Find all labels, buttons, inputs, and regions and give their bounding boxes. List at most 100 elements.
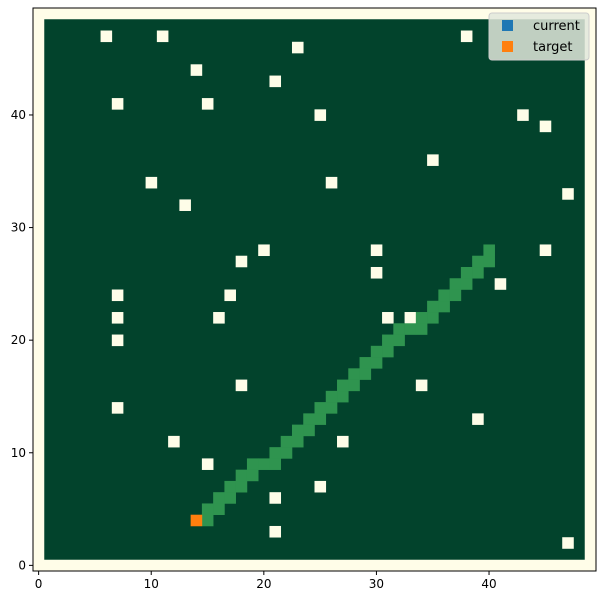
obstacle-cell	[224, 289, 236, 302]
path-cell	[483, 244, 495, 257]
target-cell	[190, 514, 203, 527]
obstacle-cell	[427, 154, 439, 166]
obstacle-cell	[325, 176, 338, 189]
obstacle-cell	[235, 255, 248, 268]
path-cell	[269, 447, 282, 459]
path-cell	[460, 266, 473, 279]
path-cell	[449, 289, 462, 302]
path-cell	[370, 357, 383, 369]
obstacle-cell	[314, 109, 327, 121]
obstacle-cell	[539, 120, 552, 133]
path-cell	[370, 345, 383, 358]
obstacle-cell	[168, 435, 180, 448]
path-cell	[393, 334, 405, 347]
path-cell	[213, 503, 225, 515]
obstacle-cell	[258, 244, 270, 257]
obstacle-cell	[517, 109, 529, 121]
path-cell	[359, 368, 372, 380]
path-cell	[460, 278, 473, 290]
obstacle-cell	[291, 41, 304, 54]
path-cell	[382, 345, 394, 358]
path-cell	[224, 480, 236, 493]
obstacle-cell	[156, 30, 169, 43]
marker-layer	[190, 514, 203, 527]
legend-target-label: target	[533, 40, 573, 55]
path-cell	[348, 379, 360, 392]
obstacle-cell	[539, 244, 552, 257]
y-tick-label: 40	[11, 108, 26, 122]
path-cell	[280, 435, 293, 448]
obstacle-cell	[190, 64, 203, 76]
path-cell	[314, 413, 327, 425]
path-cell	[393, 323, 405, 335]
path-cell	[246, 469, 259, 482]
path-cell	[291, 435, 304, 448]
x-tick-label: 30	[369, 577, 384, 591]
x-tick-label: 20	[256, 577, 271, 591]
obstacle-cell	[562, 537, 574, 549]
y-tick-label: 20	[11, 333, 26, 347]
obstacle-cell	[382, 312, 394, 324]
obstacle-cell	[370, 266, 383, 279]
obstacle-cell	[111, 334, 124, 347]
obstacle-cell	[111, 98, 124, 110]
path-cell	[201, 514, 214, 527]
y-tick-label: 30	[11, 221, 26, 235]
obstacle-cell	[111, 312, 124, 324]
legend-box	[488, 12, 590, 61]
path-cell	[314, 402, 327, 414]
obstacle-cell	[269, 75, 282, 88]
tick-layer: 0 10 20 30 40 0 10 20 30 40	[11, 108, 497, 591]
obstacle-cell	[235, 379, 248, 392]
obstacle-cell	[201, 98, 214, 110]
path-cell	[415, 323, 428, 335]
y-tick-label: 10	[11, 446, 26, 460]
path-cell	[303, 413, 315, 425]
obstacle-cell	[213, 312, 225, 324]
path-cell	[224, 492, 236, 504]
path-layer	[201, 244, 495, 527]
x-tick-label: 10	[144, 577, 159, 591]
path-cell	[280, 447, 293, 459]
path-cell	[359, 357, 372, 369]
path-cell	[348, 368, 360, 380]
obstacle-cell	[494, 278, 507, 290]
path-cell	[404, 323, 417, 335]
axes-frame	[32, 7, 597, 572]
obstacle-cell	[111, 289, 124, 302]
path-cell	[427, 300, 439, 313]
x-tick-label: 0	[35, 577, 43, 591]
obstacle-cell	[337, 435, 349, 448]
path-cell	[449, 278, 462, 290]
path-cell	[382, 334, 394, 347]
obstacle-cell	[179, 199, 191, 211]
path-cell	[483, 255, 495, 268]
path-cell	[325, 402, 338, 414]
path-cell	[438, 300, 450, 313]
path-cell	[427, 312, 439, 324]
legend: current target	[488, 12, 590, 61]
x-tick-label: 40	[481, 577, 496, 591]
path-cell	[213, 492, 225, 504]
legend-target-swatch	[502, 41, 513, 52]
obstacle-cell	[472, 413, 484, 425]
path-cell	[201, 503, 214, 515]
obstacle-cell	[100, 30, 113, 43]
obstacle-cell	[415, 379, 428, 392]
path-cell	[235, 480, 248, 493]
path-cell	[337, 379, 349, 392]
path-cell	[337, 390, 349, 403]
obstacle-cell	[111, 402, 124, 414]
obstacle-cell	[201, 458, 214, 470]
obstacle-layer	[100, 30, 574, 549]
obstacle-cell	[460, 30, 473, 43]
legend-current-label: current	[533, 19, 580, 34]
path-cell	[438, 289, 450, 302]
path-cell	[472, 266, 484, 279]
path-cell	[472, 255, 484, 268]
path-cell	[325, 390, 338, 403]
obstacle-cell	[269, 525, 282, 538]
path-cell	[269, 458, 282, 470]
obstacle-cell	[370, 244, 383, 257]
